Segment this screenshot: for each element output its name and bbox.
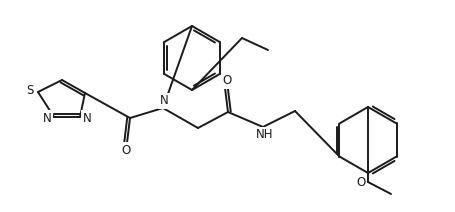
Text: N: N (42, 112, 51, 124)
Text: N: N (159, 95, 168, 107)
Text: O: O (121, 144, 130, 156)
Text: NH: NH (256, 128, 273, 141)
Text: S: S (26, 85, 34, 98)
Text: O: O (222, 74, 231, 88)
Text: O: O (356, 177, 365, 190)
Text: N: N (82, 112, 91, 124)
